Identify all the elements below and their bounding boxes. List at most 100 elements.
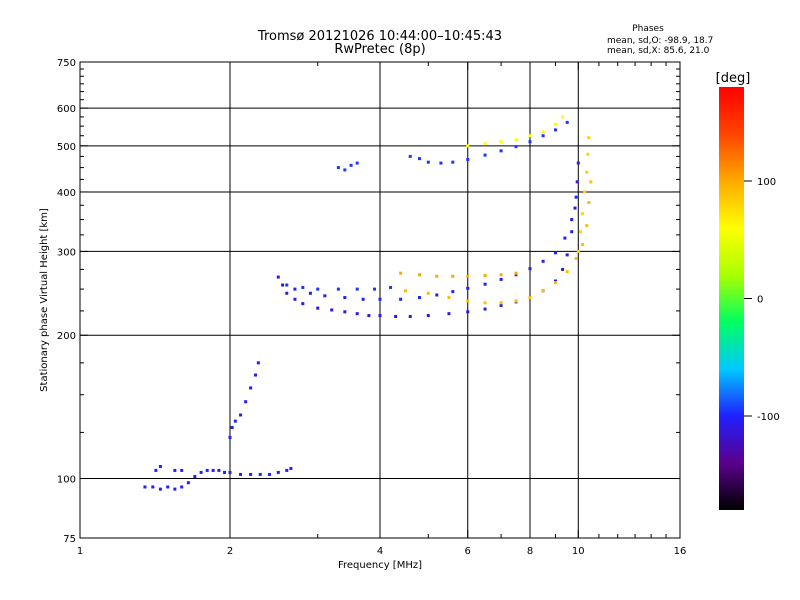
x-tick-label: 4	[377, 546, 383, 557]
data-point	[151, 485, 155, 489]
data-point	[336, 287, 340, 291]
data-point	[483, 274, 487, 278]
y-tick-label: 300	[57, 247, 76, 258]
data-point	[417, 273, 421, 277]
data-point	[367, 314, 371, 318]
data-point	[553, 128, 557, 132]
data-point	[211, 468, 215, 472]
data-point	[514, 138, 518, 142]
data-point	[239, 413, 243, 417]
data-point	[173, 468, 177, 472]
data-point	[541, 130, 545, 134]
data-point	[426, 291, 430, 295]
data-point	[553, 281, 557, 285]
data-point	[289, 466, 293, 470]
x-tick-label: 16	[674, 546, 687, 557]
data-point	[528, 140, 532, 144]
data-point	[223, 470, 227, 474]
data-point	[293, 297, 297, 301]
y-axis: 75 100 200 300 400 500 600 750	[57, 58, 680, 545]
data-point	[276, 275, 280, 279]
data-point	[408, 154, 412, 158]
data-point	[417, 296, 421, 300]
data-point	[355, 312, 359, 316]
data-point	[570, 218, 574, 222]
y-axis-label: Stationary phase Virtual Height [km]	[39, 208, 50, 392]
data-point	[228, 435, 232, 439]
data-point	[301, 302, 305, 306]
data-point	[361, 297, 365, 301]
y-tick-label: 100	[57, 475, 76, 486]
data-point	[343, 168, 347, 172]
data-point	[553, 251, 557, 255]
data-point	[435, 293, 439, 297]
y-tick-label: 200	[57, 331, 76, 342]
data-point	[186, 481, 190, 485]
data-point	[541, 259, 545, 263]
data-point	[426, 314, 430, 318]
y-tick-label: 400	[57, 188, 76, 199]
data-point	[587, 201, 591, 205]
data-point	[514, 273, 518, 277]
data-point	[553, 122, 557, 126]
data-point	[154, 468, 158, 472]
data-point	[466, 286, 470, 290]
data-point	[570, 230, 574, 234]
data-point	[173, 487, 177, 491]
data-point	[483, 282, 487, 286]
chart-subtitle: RwPretec (8p)	[334, 42, 425, 57]
data-point	[158, 464, 162, 468]
data-point	[193, 474, 197, 478]
data-point	[230, 425, 234, 429]
phase-info-o-mode: mean, sd,O: -98.9, 18.7	[607, 36, 713, 46]
data-point	[483, 301, 487, 305]
data-point	[565, 120, 569, 124]
data-point	[228, 470, 232, 474]
data-point	[199, 470, 203, 474]
data-point	[394, 314, 398, 318]
colorbar-gradient	[719, 87, 744, 510]
data-point	[581, 243, 585, 247]
data-point	[316, 306, 320, 310]
data-point	[180, 485, 184, 489]
data-point	[499, 273, 503, 277]
data-point	[285, 291, 289, 295]
data-point	[316, 287, 320, 291]
x-tick-label: 1	[77, 546, 83, 557]
data-point	[435, 274, 439, 278]
data-point	[589, 180, 593, 184]
data-point	[417, 157, 421, 161]
data-point	[343, 296, 347, 300]
colorbar: [deg] 100 0 -100	[716, 71, 780, 510]
x-tick-label: 10	[572, 546, 585, 557]
data-point	[258, 472, 262, 476]
data-point	[528, 267, 532, 271]
data-point	[499, 303, 503, 307]
data-point	[586, 152, 590, 156]
colorbar-ticks: 100 0 -100	[744, 177, 780, 423]
data-point	[574, 195, 578, 199]
data-point	[483, 153, 487, 157]
data-point	[466, 274, 470, 278]
data-point	[541, 134, 545, 138]
data-point	[483, 142, 487, 146]
data-point	[158, 487, 162, 491]
data-point	[267, 472, 271, 476]
data-point	[399, 271, 403, 275]
data-point	[249, 386, 253, 390]
data-point	[180, 468, 184, 472]
data-point	[308, 291, 312, 295]
data-point	[373, 287, 377, 291]
data-point	[256, 361, 260, 365]
data-point	[253, 373, 257, 377]
data-point	[166, 485, 170, 489]
data-point	[343, 310, 347, 314]
data-point	[576, 249, 580, 253]
data-point	[565, 270, 569, 274]
phase-info-heading: Phases	[632, 24, 664, 34]
colorbar-tick-label: -100	[757, 412, 780, 423]
data-point	[466, 157, 470, 161]
data-point	[499, 140, 503, 144]
data-point	[389, 285, 393, 289]
